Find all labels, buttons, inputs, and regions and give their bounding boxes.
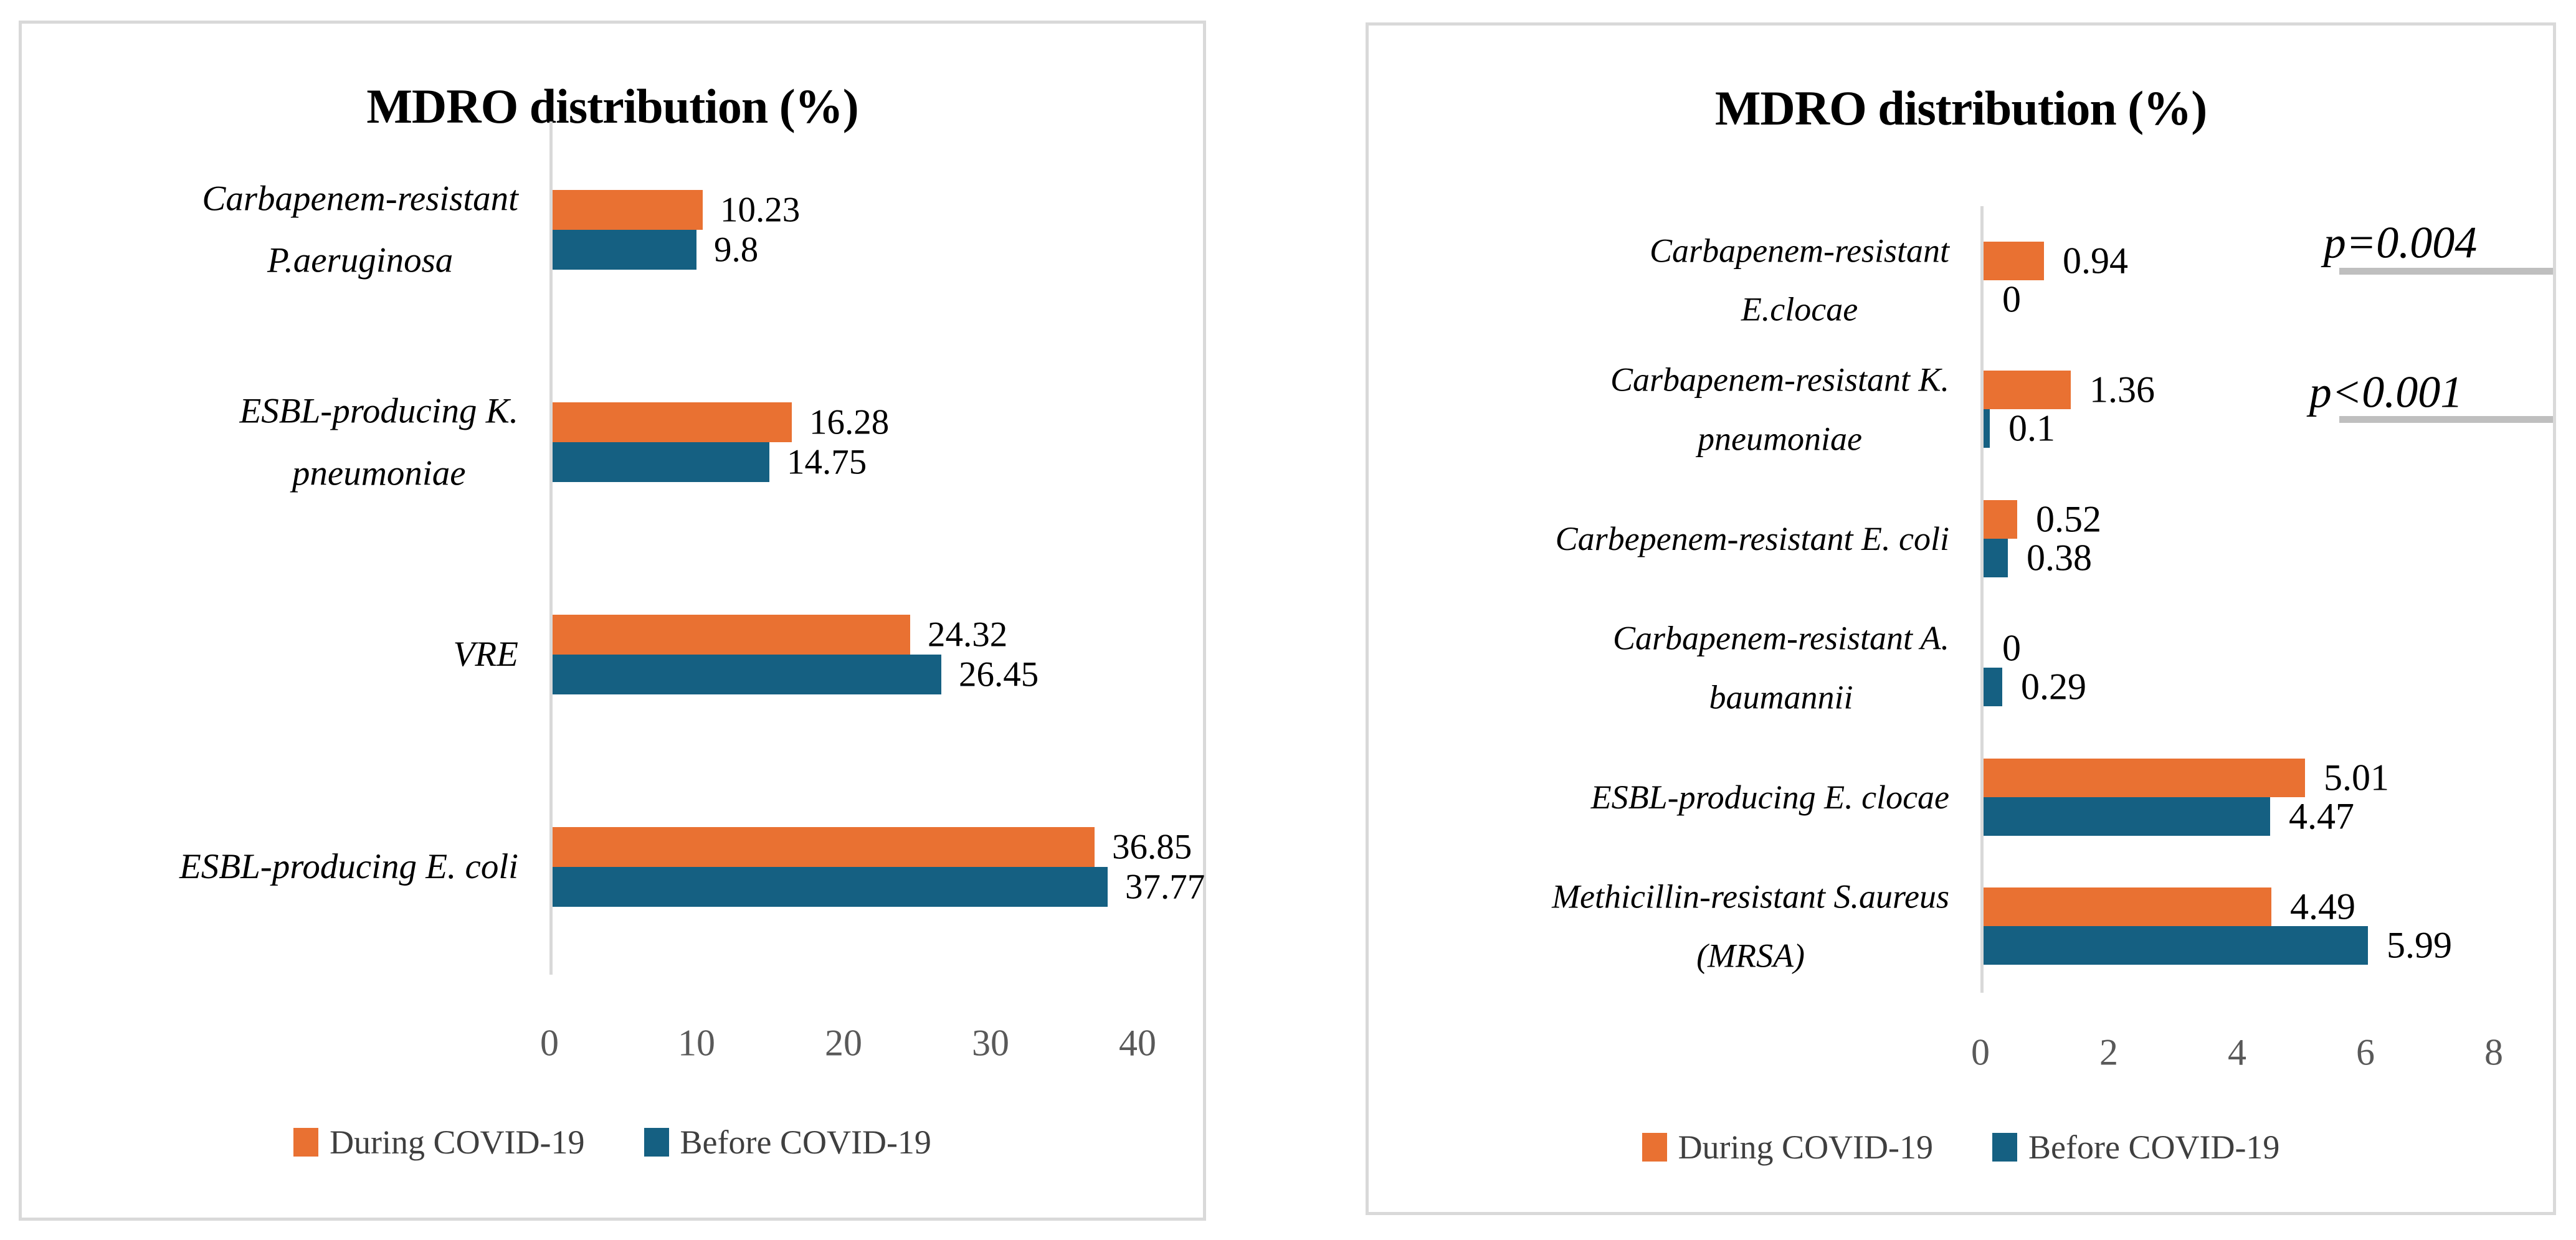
- value-label: 9.8: [714, 230, 759, 270]
- value-label: 0.38: [2027, 537, 2092, 579]
- legend-item-before: Before COVID-19: [1992, 1128, 2279, 1167]
- x-tick-label: 20: [825, 1022, 862, 1064]
- bar-during-covid: [1984, 887, 2271, 927]
- right-chart-panel: MDRO distribution (%) 0 2 4 6 8 Carbapenem-re…: [1366, 22, 2556, 1215]
- value-label: 36.85: [1112, 827, 1192, 867]
- value-label: 5.01: [2324, 757, 2389, 798]
- legend-swatch-during-icon: [293, 1128, 319, 1157]
- chart-title: MDRO distribution (%): [1714, 81, 2207, 135]
- legend-label-during: During COVID-19: [330, 1124, 585, 1161]
- bar-during-covid: [553, 827, 1095, 868]
- bar-before-covid: [1984, 668, 2002, 707]
- legend: During COVID-19 Before COVID-19: [22, 1123, 1203, 1162]
- value-label: 0.1: [2008, 407, 2055, 449]
- left-plot-area: 0 10 20 30 40 Carbapenem-resistant P.aeruginos…: [22, 24, 1205, 1218]
- legend-swatch-during-icon: [1642, 1133, 1667, 1162]
- left-chart-panel: MDRO distribution (%) 0 10 20 30 40 Carbapene…: [19, 21, 1206, 1221]
- bar-before-covid: [553, 442, 769, 482]
- category-label: ESBL-producing E. clocae: [1590, 778, 1949, 816]
- category-label: Carbapenem-resistant K. pneumoniae: [1610, 361, 1949, 458]
- bar-during-covid: [1984, 758, 2305, 797]
- legend-item-during: During COVID-19: [1642, 1128, 1933, 1167]
- category-label: VRE: [453, 635, 518, 674]
- value-label: 0: [2002, 627, 2021, 669]
- x-axis-line: [1980, 206, 1984, 993]
- bar-during-covid: [1984, 371, 2071, 410]
- category-label: ESBL-producing E. coli: [179, 847, 518, 887]
- value-label: 16.28: [809, 402, 890, 442]
- category-label: Carbapenem-resistant A. baumannii: [1613, 619, 1949, 716]
- legend: During COVID-19 Before COVID-19: [1369, 1128, 2553, 1167]
- value-label: 5.99: [2387, 924, 2452, 966]
- bar-during-covid: [1984, 241, 2044, 280]
- x-tick-label: 4: [2228, 1031, 2246, 1073]
- bar-before-covid: [1984, 538, 2008, 577]
- x-tick-label: 30: [972, 1022, 1009, 1064]
- value-label: 26.45: [959, 655, 1039, 694]
- x-tick-label: 8: [2484, 1031, 2503, 1073]
- bar-before-covid: [553, 655, 941, 695]
- legend-label-before: Before COVID-19: [680, 1124, 931, 1161]
- category-label: Methicillin-resistant S.aureus (MRSA): [1552, 878, 1949, 975]
- bar-during-covid: [553, 402, 792, 442]
- x-axis-line: [549, 121, 553, 975]
- x-tick-label: 10: [678, 1022, 715, 1064]
- x-tick-label: 40: [1119, 1022, 1156, 1064]
- x-tick-label: 6: [2356, 1031, 2375, 1073]
- legend-label-during: During COVID-19: [1678, 1129, 1934, 1166]
- bar-during-covid: [1984, 499, 2017, 539]
- value-label: 0.29: [2021, 666, 2086, 708]
- value-label: 10.23: [720, 190, 801, 230]
- legend-swatch-before-icon: [644, 1128, 669, 1157]
- bar-before-covid: [1984, 409, 1990, 448]
- value-label: 0.52: [2036, 498, 2101, 540]
- value-label: 1.36: [2089, 369, 2155, 410]
- p-value-annotation: p<0.001: [2309, 367, 2463, 417]
- x-tick-label: 2: [2099, 1031, 2118, 1073]
- bar-before-covid: [1984, 926, 2368, 965]
- category-label: Carbapenem-resistant E.clocae: [1650, 232, 1949, 328]
- x-tick-label: 0: [1971, 1031, 1990, 1073]
- bar-before-covid: [1984, 797, 2270, 836]
- value-label: 4.47: [2289, 795, 2354, 837]
- value-label: 0: [2002, 278, 2021, 320]
- value-label: 37.77: [1125, 867, 1205, 907]
- x-tick-label: 0: [540, 1022, 559, 1064]
- p-value-underline: [2339, 268, 2553, 275]
- value-label: 14.75: [787, 442, 867, 482]
- right-plot-area: 0 2 4 6 8 Carbapenem-resistant E.clocae 0.94 0 Ca…: [1369, 26, 2553, 1212]
- bar-before-covid: [553, 867, 1108, 907]
- value-label: 24.32: [928, 615, 1008, 655]
- chart-title: MDRO distribution (%): [366, 79, 858, 133]
- bar-during-covid: [553, 615, 910, 655]
- bar-before-covid: [553, 229, 696, 270]
- category-label: Carbepenem-resistant E. coli: [1555, 519, 1949, 557]
- value-label: 4.49: [2290, 886, 2355, 927]
- legend-swatch-before-icon: [1992, 1133, 2018, 1162]
- p-value-underline: [2339, 416, 2553, 423]
- category-label: Carbapenem-resistant P.aeruginosa: [202, 178, 518, 280]
- category-label: ESBL-producing K. pneumoniae: [239, 391, 518, 493]
- p-value-annotation: p=0.004: [2323, 217, 2478, 268]
- value-label: 0.94: [2063, 240, 2128, 282]
- legend-item-before: Before COVID-19: [644, 1123, 931, 1162]
- bar-during-covid: [553, 189, 703, 230]
- legend-item-during: During COVID-19: [293, 1123, 585, 1162]
- legend-label-before: Before COVID-19: [2028, 1129, 2280, 1166]
